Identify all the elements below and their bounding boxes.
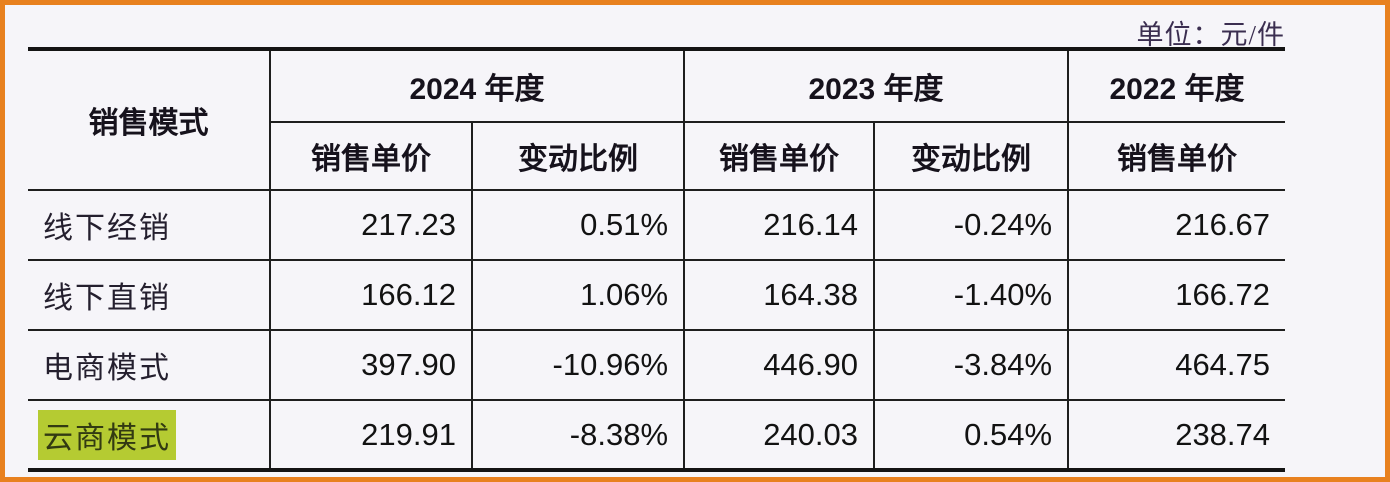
year-header-2022: 2022 年度 [1067, 48, 1286, 123]
table-row: 线下直销 166.12 1.06% 164.38 -1.40% 166.72 [28, 259, 1286, 331]
table-row: 线下经销 217.23 0.51% 216.14 -0.24% 216.67 [28, 189, 1286, 261]
subheader-2024-price: 销售单价 [270, 121, 473, 191]
sales-price-table: 销售模式 2024 年度 2023 年度 2022 年度 销售单价 变动比例 销… [28, 47, 1286, 472]
corner-header: 销售模式 [28, 48, 271, 191]
cell: -0.24% [873, 189, 1070, 261]
cell: 0.54% [873, 399, 1070, 471]
row-label-highlighted: 云商模式 [28, 399, 271, 471]
cell: -3.84% [873, 329, 1070, 401]
cell: -10.96% [470, 329, 686, 401]
table-row: 电商模式 397.90 -10.96% 446.90 -3.84% 464.75 [28, 329, 1286, 401]
cell: 217.23 [269, 189, 473, 261]
cell: 1.06% [470, 259, 686, 331]
header-row-subcolumns: 销售单价 变动比例 销售单价 变动比例 销售单价 [28, 121, 1286, 191]
subheader-2023-price: 销售单价 [683, 121, 876, 191]
cell: 166.12 [269, 259, 473, 331]
cell: 464.75 [1067, 329, 1286, 401]
cell: 397.90 [269, 329, 473, 401]
cell: 216.67 [1067, 189, 1286, 261]
unit-label: 单位：元/件 [1136, 20, 1285, 50]
header-row-years: 销售模式 2024 年度 2023 年度 2022 年度 [28, 48, 1286, 191]
cell: -1.40% [873, 259, 1070, 331]
row-label: 电商模式 [28, 329, 271, 401]
cell: 216.14 [683, 189, 876, 261]
year-header-2023: 2023 年度 [683, 48, 1070, 123]
cell: 164.38 [683, 259, 876, 331]
cell: 0.51% [470, 189, 686, 261]
highlight-marker: 云商模式 [38, 409, 176, 460]
cell: 166.72 [1067, 259, 1286, 331]
cell: -8.38% [470, 399, 686, 471]
cell: 238.74 [1067, 399, 1286, 471]
row-label: 线下直销 [28, 259, 271, 331]
subheader-2024-change: 变动比例 [470, 121, 686, 191]
table-row: 云商模式 219.91 -8.38% 240.03 0.54% 238.74 [28, 399, 1286, 471]
row-label: 线下经销 [28, 189, 271, 261]
subheader-2023-change: 变动比例 [873, 121, 1070, 191]
subheader-2022-price: 销售单价 [1067, 121, 1286, 191]
cell: 240.03 [683, 399, 876, 471]
cell: 219.91 [269, 399, 473, 471]
cell: 446.90 [683, 329, 876, 401]
year-header-2024: 2024 年度 [268, 48, 686, 123]
